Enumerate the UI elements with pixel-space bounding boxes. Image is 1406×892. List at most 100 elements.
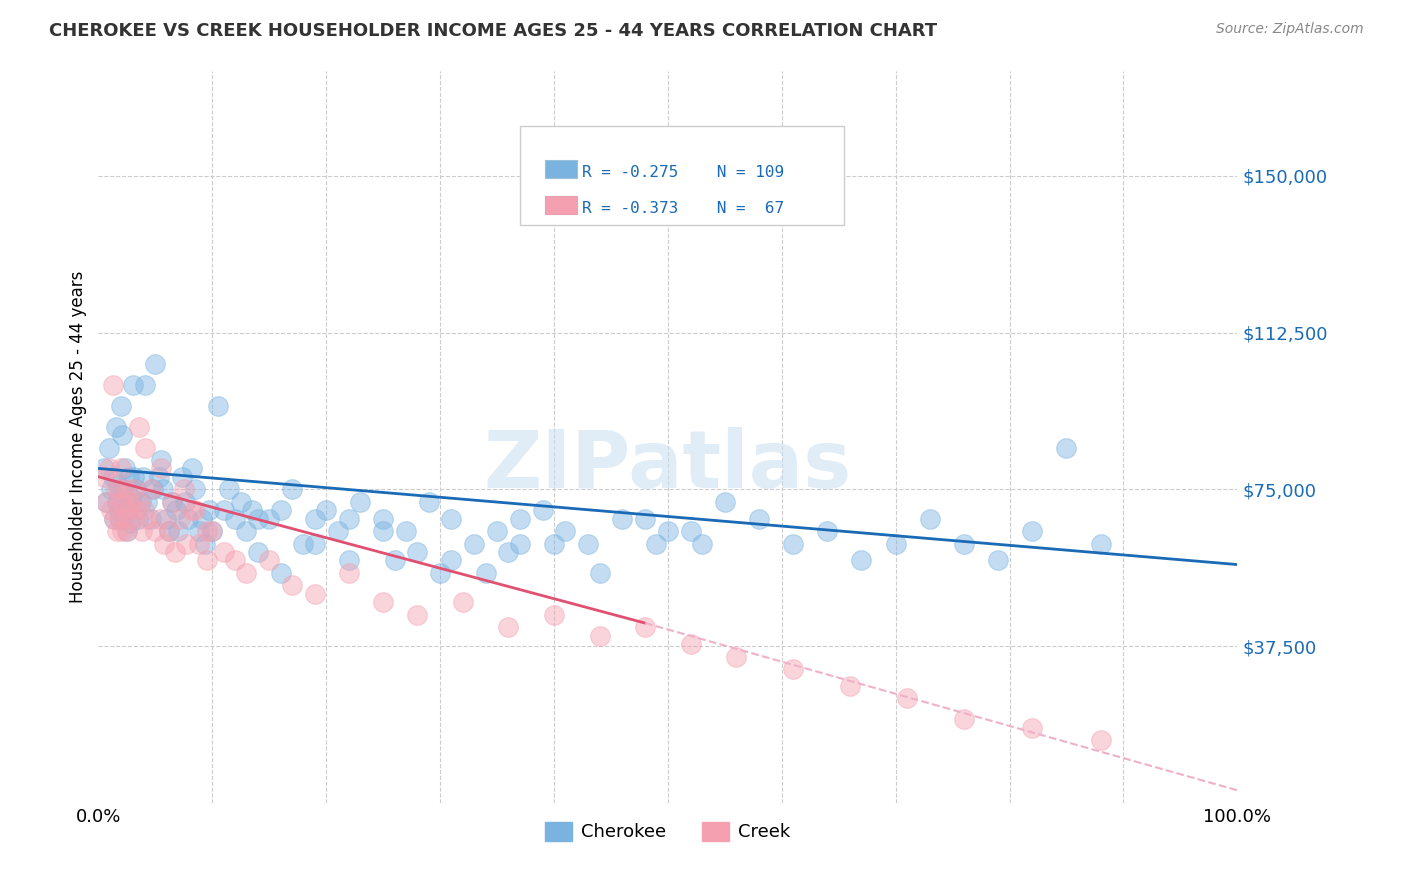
Point <box>121 377 143 392</box>
Point <box>128 419 150 434</box>
Point <box>112 495 135 509</box>
Text: R = -0.275    N = 109: R = -0.275 N = 109 <box>582 165 785 180</box>
Point <box>463 536 485 550</box>
Point <box>498 545 520 559</box>
Point <box>1021 524 1043 538</box>
Point <box>145 357 167 371</box>
Point <box>105 524 128 538</box>
Point <box>235 524 257 538</box>
Point <box>127 511 149 525</box>
Point <box>114 461 136 475</box>
Point <box>531 503 554 517</box>
Point <box>122 483 145 497</box>
Point <box>748 511 770 525</box>
Point <box>224 511 246 525</box>
Point <box>1090 536 1112 550</box>
Point <box>543 536 565 550</box>
Point <box>163 545 186 559</box>
Point <box>224 553 246 567</box>
Point <box>679 637 702 651</box>
Point <box>246 545 269 559</box>
Point <box>259 553 281 567</box>
Point <box>451 595 474 609</box>
Point <box>315 503 337 517</box>
Point <box>349 495 371 509</box>
Point <box>127 495 149 509</box>
Point <box>187 536 209 550</box>
Point <box>129 495 152 509</box>
Point <box>134 441 156 455</box>
Point <box>645 536 668 550</box>
Point <box>132 503 155 517</box>
Point <box>440 511 463 525</box>
Point <box>281 578 304 592</box>
Point <box>406 607 429 622</box>
Point <box>1021 721 1043 735</box>
Point <box>142 483 165 497</box>
Point <box>714 495 737 509</box>
Point <box>162 495 184 509</box>
Point <box>153 536 176 550</box>
Point <box>201 524 224 538</box>
Point <box>120 516 142 530</box>
Point <box>150 453 173 467</box>
Point <box>139 483 162 497</box>
Point <box>987 553 1010 567</box>
Point <box>782 662 804 676</box>
FancyBboxPatch shape <box>520 126 845 225</box>
Point <box>117 503 139 517</box>
Point <box>207 399 229 413</box>
Point <box>896 691 918 706</box>
Text: ZIPatlas: ZIPatlas <box>484 427 852 506</box>
Point <box>634 511 657 525</box>
Point <box>125 483 148 497</box>
Point <box>576 536 599 550</box>
FancyBboxPatch shape <box>546 196 576 214</box>
Point <box>509 536 531 550</box>
Point <box>418 495 440 509</box>
Point <box>105 495 128 509</box>
Point <box>108 503 131 517</box>
Point <box>174 536 197 550</box>
Point <box>96 495 118 509</box>
Point <box>118 470 141 484</box>
Point <box>212 503 235 517</box>
Text: R = -0.373    N =  67: R = -0.373 N = 67 <box>582 202 785 216</box>
Point <box>149 511 172 525</box>
Point <box>201 524 224 538</box>
Point <box>725 649 748 664</box>
Point <box>173 483 195 497</box>
Point <box>107 478 129 492</box>
Point <box>440 553 463 567</box>
Point <box>918 511 941 525</box>
Point <box>229 495 252 509</box>
Point <box>114 483 136 497</box>
Point <box>93 461 115 475</box>
Point <box>240 503 263 517</box>
Point <box>292 536 315 550</box>
Point <box>474 566 496 580</box>
Point <box>103 511 125 525</box>
Point <box>509 511 531 525</box>
Point <box>108 511 131 525</box>
Point <box>281 483 304 497</box>
Point <box>139 511 162 525</box>
Point <box>165 503 187 517</box>
Point <box>815 524 838 538</box>
Point <box>246 511 269 525</box>
Point <box>326 524 349 538</box>
Point <box>108 511 131 525</box>
Point <box>429 566 451 580</box>
Point <box>235 566 257 580</box>
Point <box>679 524 702 538</box>
Point <box>97 461 120 475</box>
Point <box>104 483 127 497</box>
Point <box>839 679 862 693</box>
Point <box>395 524 418 538</box>
Point <box>194 536 217 550</box>
Point <box>103 470 125 484</box>
Point <box>184 483 207 497</box>
Point <box>134 377 156 392</box>
Point <box>111 428 134 442</box>
Point <box>152 483 174 497</box>
